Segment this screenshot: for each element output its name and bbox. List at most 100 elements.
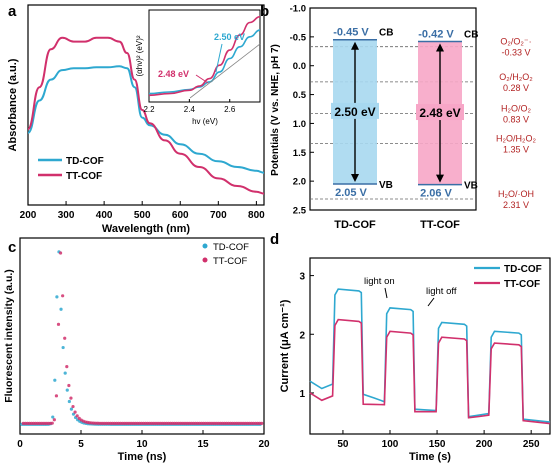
panel-c-point [59, 307, 63, 311]
panel-a-ylabel: Absorbance (a.u.) [7, 58, 19, 151]
panel-d-arrow-light-off [427, 297, 435, 307]
panel-c-legend-td-label: TD-COF [213, 242, 249, 253]
panel-c-point [53, 378, 57, 382]
panel-b-cb-tag: CB [464, 29, 478, 40]
panel-a: 200 300 400 500 600 700 800 Wavelength (nm) Ab… [7, 4, 265, 235]
panel-b: -1.0 -0.5 0.0 0.5 1.0 1.5 2.0 2.5 Potentials (V… [270, 4, 536, 232]
panel-a-x-tick-label: 700 [210, 210, 227, 221]
panel-b-redox-label: O₂/H₂O₂ [499, 72, 533, 82]
panel-b-redox-value: -0.33 V [501, 48, 530, 58]
panel-b-arrow-head-down [351, 174, 359, 183]
panel-c-point [73, 410, 77, 414]
panel-d-annotation-light-off: light off [426, 286, 457, 297]
panel-a-inset-x-ticks: 2.2 2.4 2.6 [143, 99, 236, 114]
panel-d-tt-line [309, 318, 551, 425]
panel-b-vb-tag: VB [464, 181, 478, 192]
panel-b-bands: 2.50 eV -0.45 V 2.05 V CB VB 2.48 eV -0.42 V 2.… [331, 27, 478, 200]
panel-b-y-tick-label: 1.5 [293, 148, 307, 159]
panel-b-cb-value: -0.45 V [333, 27, 369, 39]
panel-b-ylabel: Potentials (V vs. NHE, pH 7) [270, 44, 281, 176]
panel-d: 50 100 150 200 250 1 2 3 Time (s) Current (μA … [279, 257, 551, 463]
panel-a-inset-xlabel: hv (eV) [192, 117, 218, 126]
panel-letter-c: c [8, 239, 16, 256]
panel-c-point [52, 418, 56, 422]
panel-c-point [67, 399, 71, 404]
panel-d-y-tick-label: 1 [299, 389, 305, 400]
panel-b-gap-label-bg [331, 102, 379, 119]
panel-a-x-tick-label: 200 [20, 210, 37, 221]
panel-c-legend-tt-marker [202, 257, 208, 263]
panel-a-inset-td-line [148, 29, 261, 95]
panel-a-inset-tt-line [148, 15, 261, 97]
panel-c-xlabel: Time (ns) [118, 451, 167, 463]
panel-c-legend-td-marker [202, 243, 208, 249]
panel-a-x-ticks: 200 300 400 500 600 700 800 [20, 201, 265, 221]
panel-c-point [63, 371, 67, 375]
panel-b-y-ticks: -1.0 -0.5 0.0 0.5 1.0 1.5 2.0 2.5 [290, 4, 314, 217]
panel-b-cb-value: -0.42 V [418, 28, 454, 40]
panel-b-redox-label: H₂O/O₂ [501, 104, 531, 114]
panel-a-x-tick-label: 800 [248, 210, 265, 221]
panel-b-y-tick-label: -0.5 [290, 32, 307, 43]
panel-c-point [58, 251, 63, 255]
panel-b-y-tick-label: 2.0 [293, 177, 306, 188]
panel-c-point [61, 294, 65, 298]
panel-d-x-tick-label: 50 [337, 439, 349, 450]
panel-d-frame [309, 257, 551, 435]
panel-d-td-line [309, 288, 551, 423]
panel-c-point [71, 404, 75, 409]
panel-b-y-tick-label: 2.5 [293, 206, 307, 217]
panel-b-gap-label-bg [416, 104, 464, 121]
panel-c-x-tick-label: 20 [258, 439, 270, 450]
panel-c-point [260, 421, 264, 425]
panel-c-point [75, 414, 79, 418]
panel-b-redox-label: H₂O/H₂O₂ [496, 134, 536, 144]
panel-c-point [69, 407, 74, 411]
panel-b-vb-tag: VB [379, 180, 393, 191]
panel-a-inset-arrow-td [215, 43, 223, 73]
panel-d-x-tick-label: 100 [382, 439, 399, 450]
panel-c-ylabel: Fluorescent intensity (a.u.) [3, 269, 15, 403]
panel-b-redox-value: 0.28 V [503, 83, 529, 93]
panel-b-redox-label: H₂O/·OH [498, 189, 534, 199]
panel-b-cb-tag: CB [379, 28, 393, 39]
panel-b-y-tick-label: 0.5 [293, 90, 307, 101]
panel-a-tt-line [27, 36, 265, 195]
panel-c: 0 5 10 15 20 Time (ns) Fluorescent intensity… [3, 237, 270, 463]
panel-a-x-tick-label: 400 [96, 210, 113, 221]
panel-a-x-tick-label: 300 [58, 210, 75, 221]
panel-a-inset-annotation-tt: 2.48 eV [158, 69, 189, 79]
panel-c-point [61, 345, 65, 350]
panel-a-td-line [27, 65, 265, 174]
panel-d-x-tick-label: 250 [523, 439, 540, 450]
panel-a-inset-arrow-tt [195, 74, 209, 84]
panel-a-x-tick-label: 500 [134, 210, 151, 221]
panel-a-legend-td-label: TD-COF [66, 156, 104, 167]
panel-a-inset-annotation-td: 2.50 eV [214, 32, 245, 42]
panel-c-point [54, 394, 59, 398]
panel-b-redox-value: 1.35 V [503, 145, 529, 155]
panel-b-gap-label: 2.48 eV [419, 106, 460, 120]
panel-b-arrow-head-up [351, 41, 359, 50]
panel-b-vb-value: 2.05 V [335, 187, 367, 199]
panel-a-inset-tangent [189, 43, 261, 99]
panel-a-inset-x-tick-label: 2.6 [224, 105, 236, 114]
panel-b-vb-value: 2.06 V [420, 188, 452, 200]
panel-a-xlabel: Wavelength (nm) [102, 223, 191, 235]
panel-d-y-ticks: 1 2 3 [299, 272, 314, 400]
panel-b-redox-label: O₂/O₂⁻· [500, 37, 531, 47]
panel-a-legend-tt-label: TT-COF [66, 171, 102, 182]
panel-d-x-tick-label: 150 [429, 439, 446, 450]
panel-c-point [69, 396, 73, 400]
panel-b-arrow-head-down [436, 174, 444, 183]
panel-letter-a: a [8, 3, 17, 20]
panel-c-points [20, 250, 264, 426]
panel-d-legend-td-label: TD-COF [504, 264, 542, 275]
panel-d-arrow-light-on [384, 287, 388, 299]
panel-b-y-tick-label: -1.0 [290, 4, 306, 15]
panel-c-legend-tt-label: TT-COF [213, 256, 247, 267]
panel-d-x-tick-label: 200 [476, 439, 493, 450]
panel-c-frame [19, 237, 265, 435]
panel-c-x-tick-label: 10 [136, 439, 148, 450]
